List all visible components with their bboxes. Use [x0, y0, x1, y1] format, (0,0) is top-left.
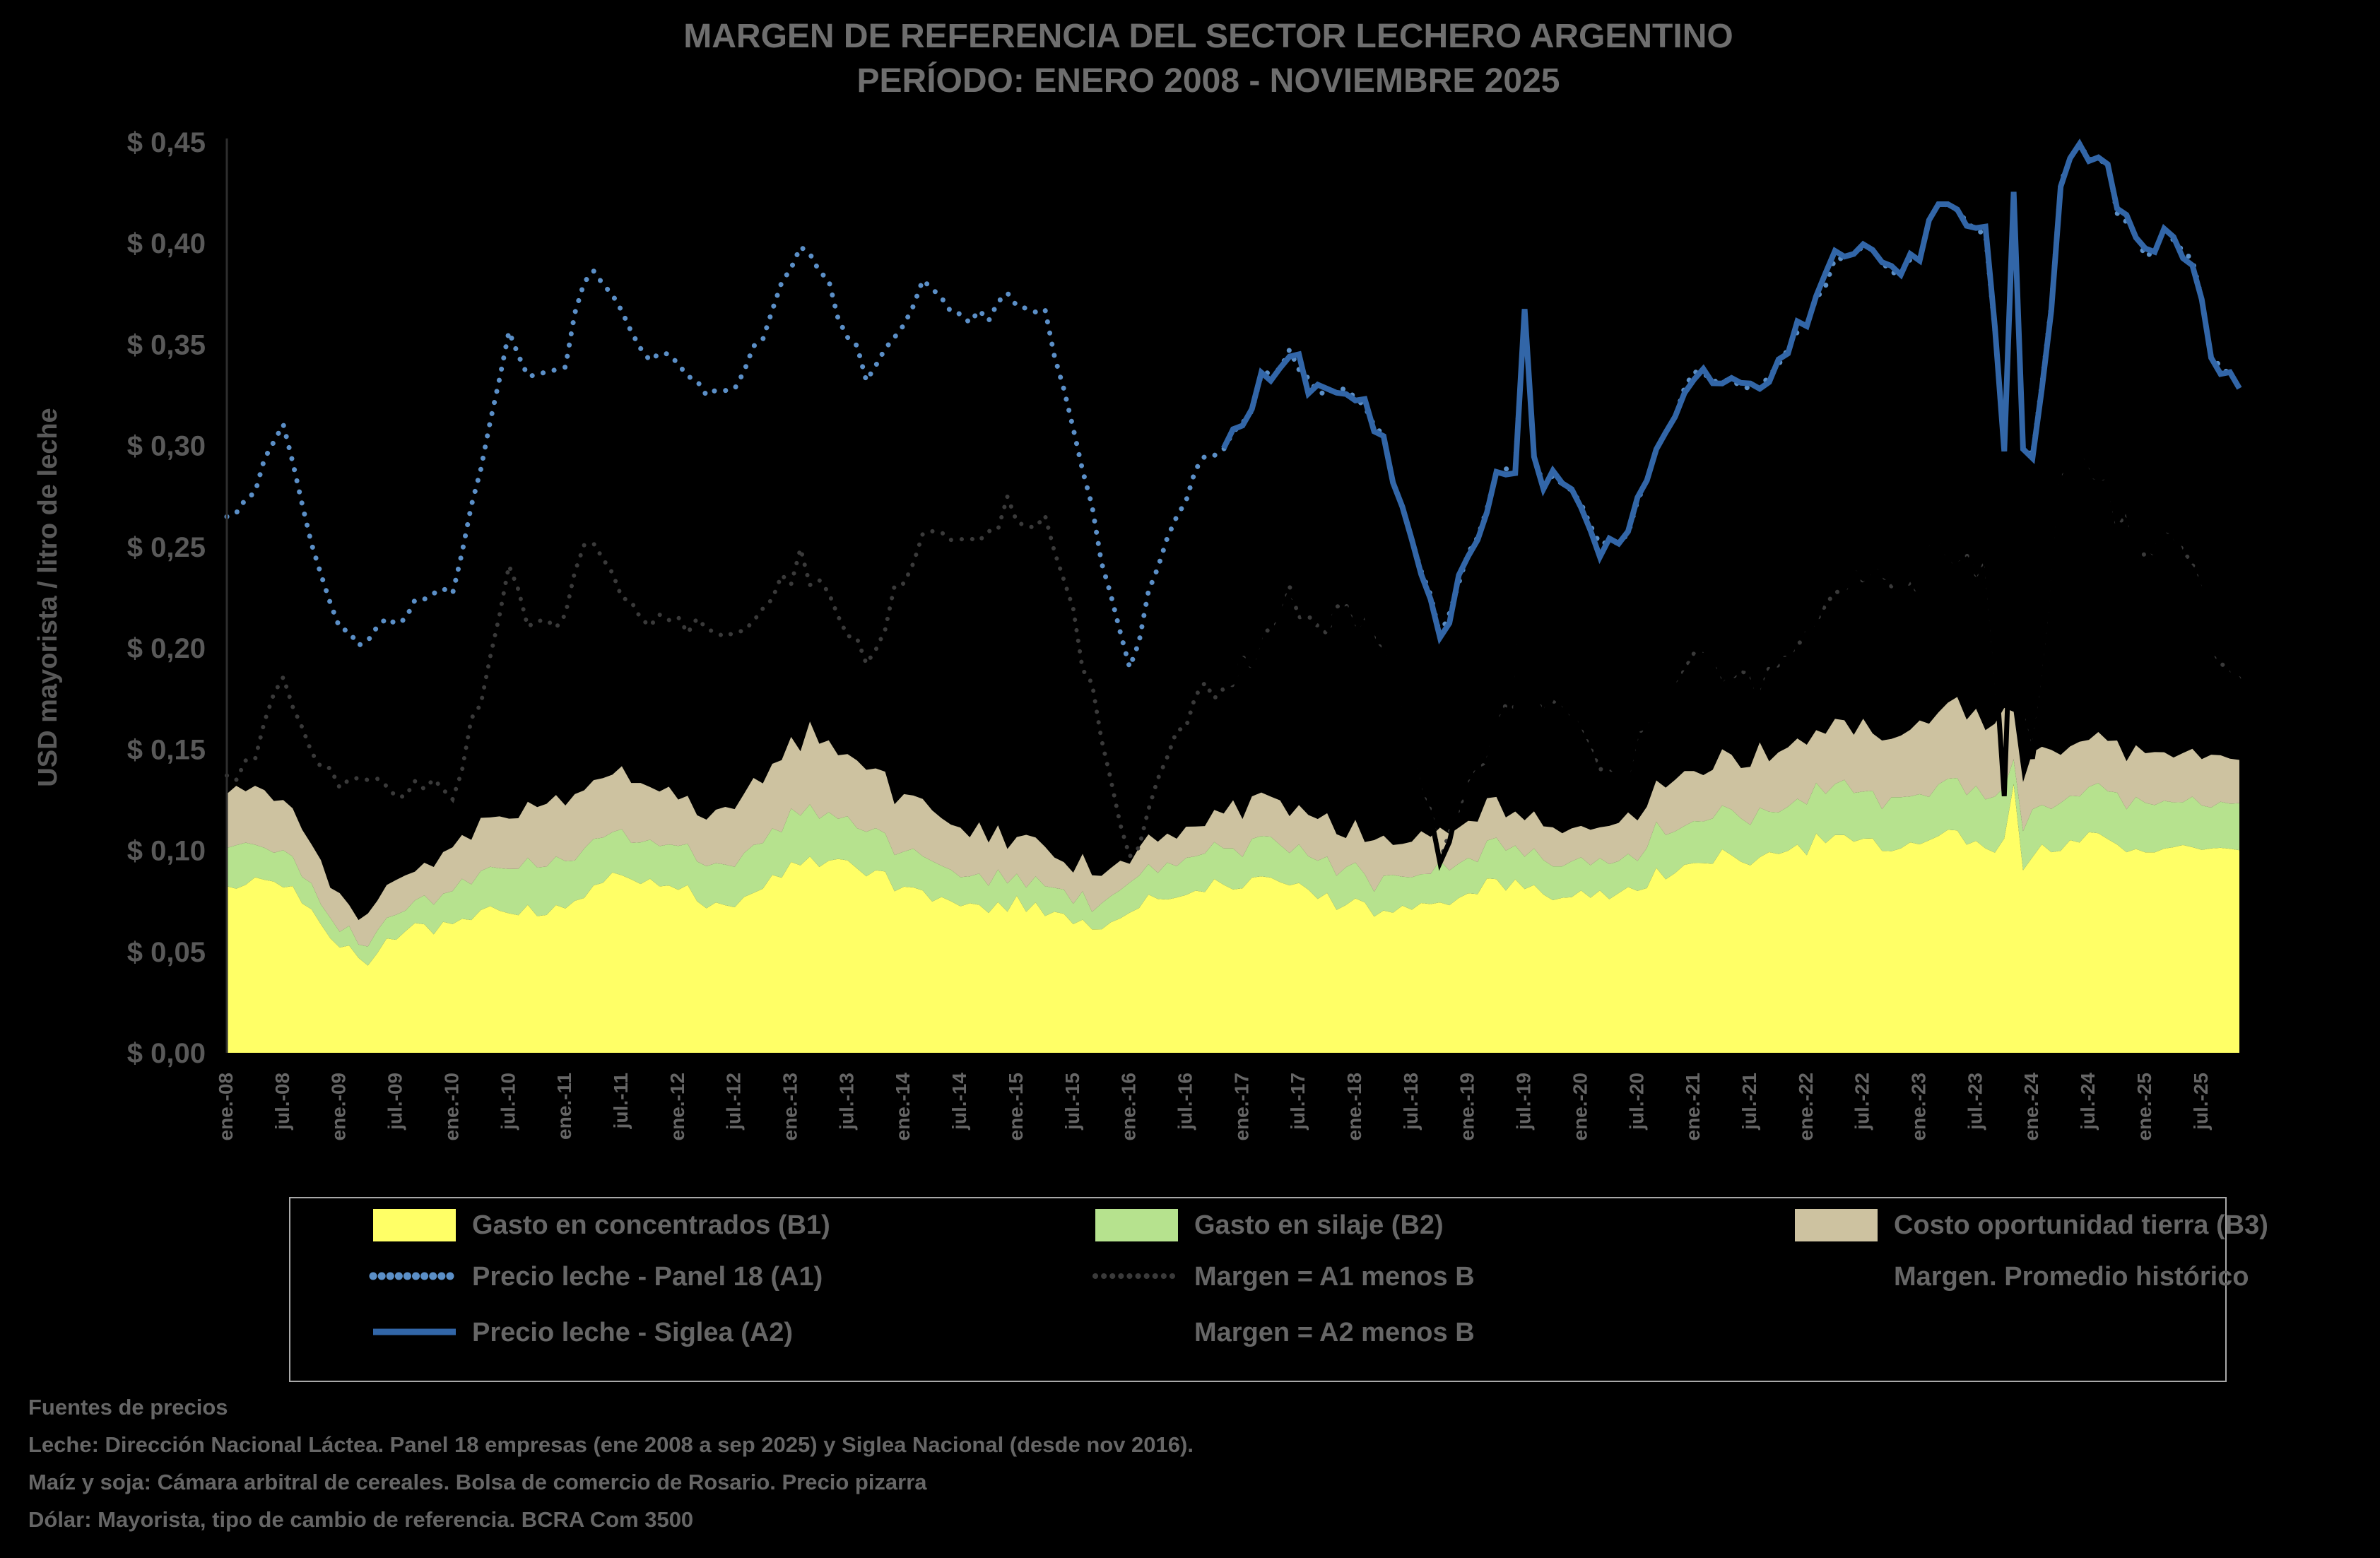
- svg-text:ene.-11: ene.-11: [553, 1073, 575, 1140]
- svg-text:ene.-15: ene.-15: [1005, 1073, 1027, 1141]
- svg-text:Fuentes de precios: Fuentes de precios: [28, 1395, 228, 1420]
- svg-text:ene.-17: ene.-17: [1230, 1073, 1252, 1141]
- svg-text:ene.-21: ene.-21: [1682, 1073, 1704, 1141]
- svg-text:$ 0,40: $ 0,40: [127, 228, 206, 259]
- svg-text:jul.-20: jul.-20: [1625, 1073, 1647, 1131]
- svg-text:ene.-25: ene.-25: [2133, 1073, 2155, 1141]
- svg-text:Precio leche - Panel 18 (A1): Precio leche - Panel 18 (A1): [472, 1262, 823, 1292]
- svg-text:Gasto en concentrados (B1): Gasto en concentrados (B1): [472, 1210, 830, 1240]
- svg-text:Maíz y soja: Cámara arbitral d: Maíz y soja: Cámara arbitral de cereales…: [28, 1470, 927, 1494]
- svg-text:$ 0,15: $ 0,15: [127, 734, 206, 765]
- svg-text:Margen = A1 menos B: Margen = A1 menos B: [1194, 1262, 1475, 1292]
- svg-text:$ 0,35: $ 0,35: [127, 329, 206, 360]
- svg-text:Leche: Dirección Nacional Láct: Leche: Dirección Nacional Láctea. Panel …: [28, 1432, 1194, 1457]
- svg-text:$ 0,00: $ 0,00: [127, 1038, 206, 1069]
- svg-text:jul.-16: jul.-16: [1174, 1073, 1196, 1131]
- svg-text:ene.-10: ene.-10: [440, 1073, 462, 1141]
- svg-text:jul.-08: jul.-08: [271, 1073, 293, 1131]
- svg-text:ene.-22: ene.-22: [1795, 1073, 1817, 1141]
- svg-text:ene.-18: ene.-18: [1343, 1073, 1365, 1141]
- svg-text:jul.-14: jul.-14: [948, 1073, 970, 1131]
- svg-text:USD mayorista / litro de leche: USD mayorista / litro de leche: [33, 408, 63, 786]
- svg-text:jul.-17: jul.-17: [1287, 1073, 1309, 1131]
- svg-text:$ 0,25: $ 0,25: [127, 532, 206, 563]
- svg-text:Margen = A2 menos B: Margen = A2 menos B: [1194, 1318, 1475, 1347]
- svg-text:ene.-09: ene.-09: [328, 1073, 350, 1141]
- svg-text:ene.-19: ene.-19: [1456, 1073, 1478, 1141]
- svg-text:jul.-19: jul.-19: [1513, 1073, 1535, 1131]
- svg-text:jul.-22: jul.-22: [1851, 1073, 1873, 1131]
- svg-text:PERÍODO: ENERO 2008 - NOVIEMBR: PERÍODO: ENERO 2008 - NOVIEMBRE 2025: [857, 61, 1560, 100]
- svg-text:MARGEN DE REFERENCIA DEL SECTO: MARGEN DE REFERENCIA DEL SECTOR LECHERO …: [683, 18, 1733, 55]
- svg-text:Gasto en silaje (B2): Gasto en silaje (B2): [1194, 1210, 1444, 1240]
- svg-text:ene.-24: ene.-24: [2020, 1073, 2042, 1141]
- svg-text:$ 0,10: $ 0,10: [127, 836, 206, 867]
- svg-text:jul.-21: jul.-21: [1738, 1073, 1760, 1131]
- svg-text:Margen. Promedio histórico: Margen. Promedio histórico: [1894, 1262, 2249, 1292]
- svg-text:$ 0,45: $ 0,45: [127, 127, 206, 158]
- svg-text:ene.-08: ene.-08: [215, 1073, 237, 1141]
- svg-text:ene.-13: ene.-13: [779, 1073, 801, 1141]
- svg-text:jul.-13: jul.-13: [835, 1073, 857, 1131]
- svg-text:ene.-14: ene.-14: [892, 1073, 914, 1141]
- svg-text:jul.-11: jul.-11: [610, 1073, 632, 1129]
- svg-text:jul.-25: jul.-25: [2190, 1073, 2212, 1131]
- svg-text:jul.-18: jul.-18: [1400, 1073, 1422, 1131]
- svg-text:ene.-16: ene.-16: [1118, 1073, 1140, 1141]
- svg-text:ene.-12: ene.-12: [666, 1073, 688, 1141]
- svg-text:jul.-23: jul.-23: [1964, 1073, 1986, 1131]
- svg-text:jul.-12: jul.-12: [723, 1073, 745, 1131]
- svg-text:jul.-09: jul.-09: [384, 1073, 406, 1131]
- svg-text:$ 0,20: $ 0,20: [127, 633, 206, 664]
- svg-text:$ 0,30: $ 0,30: [127, 431, 206, 462]
- svg-text:$ 0,05: $ 0,05: [127, 937, 206, 968]
- svg-text:Dólar: Mayorista, tipo de camb: Dólar: Mayorista, tipo de cambio de refe…: [28, 1507, 693, 1532]
- svg-text:Precio leche - Siglea (A2): Precio leche - Siglea (A2): [472, 1318, 793, 1347]
- svg-text:jul.-10: jul.-10: [497, 1073, 519, 1131]
- svg-text:Costo oportunidad tierra (B3): Costo oportunidad tierra (B3): [1894, 1210, 2268, 1240]
- svg-text:ene.-20: ene.-20: [1569, 1073, 1591, 1141]
- svg-text:ene.-23: ene.-23: [1908, 1073, 1930, 1141]
- svg-text:jul.-24: jul.-24: [2077, 1073, 2099, 1131]
- svg-text:jul.-15: jul.-15: [1061, 1073, 1083, 1131]
